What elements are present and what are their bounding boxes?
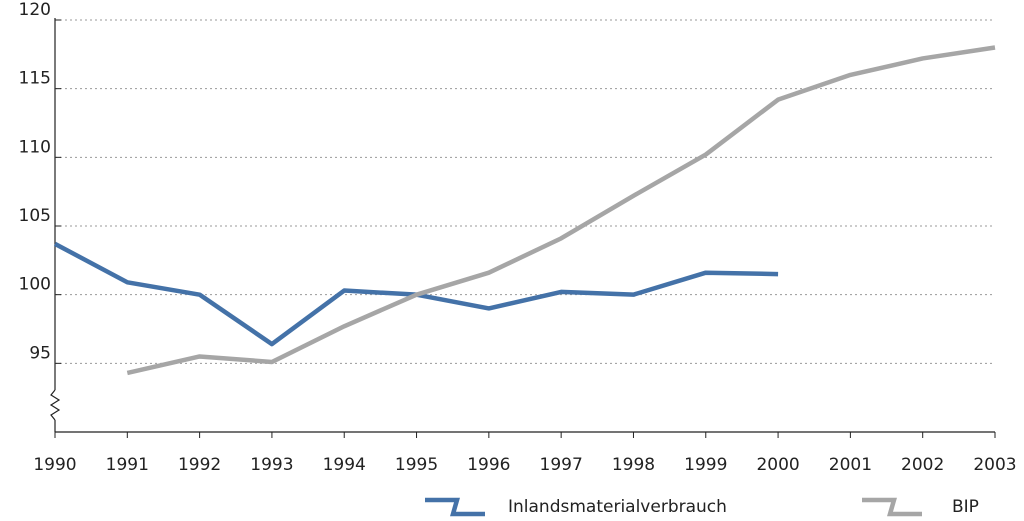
x-tick-label: 1995 [395, 455, 438, 475]
x-tick-label: 1998 [612, 455, 655, 475]
legend-icon [425, 497, 485, 517]
y-tick-label: 120 [19, 0, 51, 20]
x-tick-label: 2003 [973, 455, 1016, 475]
y-tick-label: 115 [19, 69, 51, 89]
x-tick-label: 1992 [178, 455, 221, 475]
y-tick-label: 100 [19, 275, 51, 295]
series-line [126, 45, 996, 376]
legend-icon [862, 497, 922, 517]
axis-break [49, 389, 61, 421]
y-tick-label: 110 [19, 137, 51, 157]
y-axis [49, 18, 61, 432]
x-tick-label: 1990 [33, 455, 76, 475]
x-tick-label: 1999 [684, 455, 727, 475]
legend-label: Inlandsmaterialverbrauch [508, 497, 727, 517]
x-tick-label: 2000 [756, 455, 799, 475]
x-tick-label: 1994 [323, 455, 366, 475]
y-tick-label: 95 [29, 343, 51, 363]
x-tick-label: 2001 [829, 455, 872, 475]
legend-label: BIP [952, 497, 979, 517]
x-tick-label: 1996 [467, 455, 510, 475]
x-tick-label: 2002 [901, 455, 944, 475]
x-tick-label: 1997 [540, 455, 583, 475]
x-tick-label: 1991 [106, 455, 149, 475]
x-tick-label: 1993 [250, 455, 293, 475]
y-tick-label: 105 [19, 206, 51, 226]
